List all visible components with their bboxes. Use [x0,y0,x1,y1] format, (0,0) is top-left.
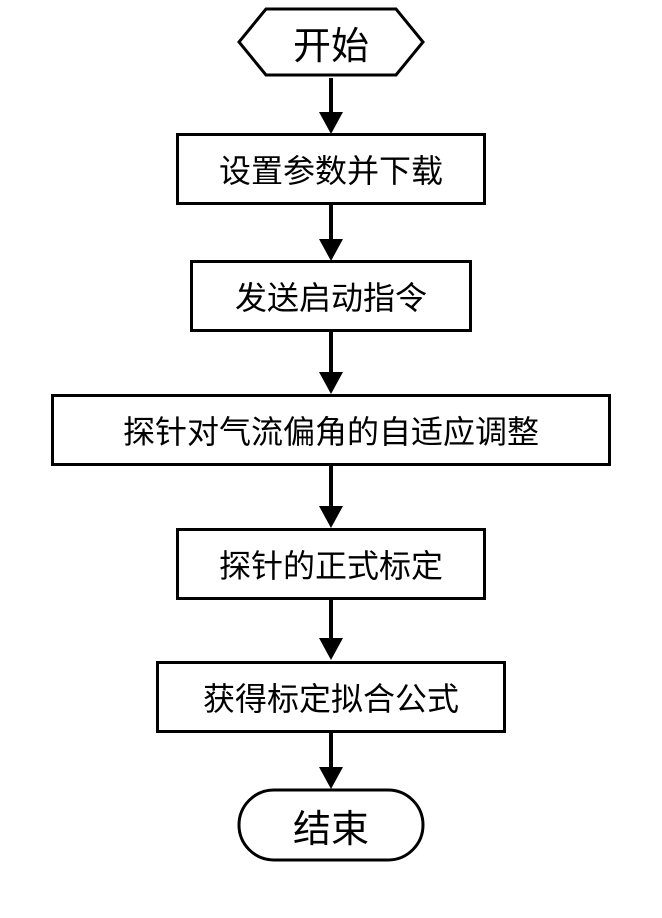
process-set-params: 设置参数并下载 [176,133,486,205]
process-adaptive-adjust-label: 探针对气流偏角的自适应调整 [123,407,539,453]
edge-start-p1-head [319,112,343,134]
process-set-params-label: 设置参数并下载 [219,146,443,192]
flowchart-canvas: 开始 设置参数并下载 发送启动指令 探针对气流偏角的自适应调整 探针的正式标定 … [0,0,662,918]
edge-p3-p4-head [319,506,343,528]
edge-p2-p3 [329,332,333,374]
edge-p4-p5 [329,600,333,640]
edge-p4-p5-head [319,638,343,660]
edge-p5-end [329,733,333,769]
end-label: 结束 [236,787,426,863]
edge-p1-p2 [329,205,333,241]
edge-p5-end-head [319,767,343,789]
process-adaptive-adjust: 探针对气流偏角的自适应调整 [51,394,611,466]
edge-start-p1 [329,78,333,114]
process-formal-calibration: 探针的正式标定 [176,528,486,600]
edge-p1-p2-head [319,239,343,261]
process-get-formula: 获得标定拟合公式 [156,661,506,733]
start-label: 开始 [236,6,426,78]
process-formal-calibration-label: 探针的正式标定 [219,541,443,587]
process-get-formula-label: 获得标定拟合公式 [203,674,459,720]
edge-p3-p4 [329,466,333,508]
process-send-start: 发送启动指令 [190,260,472,332]
process-send-start-label: 发送启动指令 [235,273,427,319]
edge-p2-p3-head [319,372,343,394]
